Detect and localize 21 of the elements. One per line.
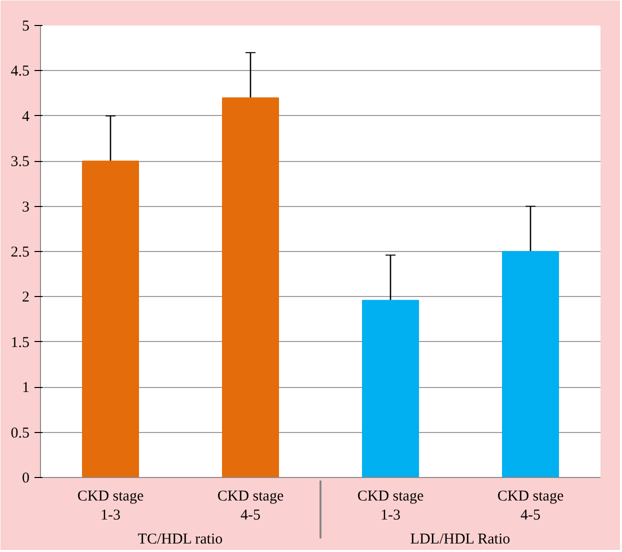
text: LDL/HDL Ratio	[410, 532, 510, 548]
x-tick-label: CKD stage 1-3	[357, 488, 424, 524]
y-tick-label: 5	[22, 18, 30, 34]
text: TC/HDL ratio	[138, 532, 223, 548]
x-tick-label: CKD stage 1-3	[77, 488, 144, 524]
y-tick-label: 0	[22, 470, 30, 486]
bar	[362, 300, 419, 478]
x-tick-label: CKD stage 4-5	[497, 488, 564, 524]
y-tick-label: 0.5	[10, 425, 30, 442]
y-tick-label: 1	[22, 380, 30, 396]
bar	[82, 160, 139, 478]
y-tick-label: 2	[22, 290, 30, 306]
y-tick-label: 4.5	[10, 64, 30, 80]
bar	[502, 251, 559, 478]
x-tick-label: CKD stage 4-5	[217, 488, 284, 524]
y-tick-label: 3.5	[10, 154, 30, 170]
bar	[222, 97, 279, 478]
y-tick-label: 3	[22, 199, 30, 216]
y-tick-label: 2.5	[10, 244, 30, 260]
y-tick-label: 1.5	[10, 334, 30, 351]
y-tick-label: 4	[22, 108, 30, 125]
